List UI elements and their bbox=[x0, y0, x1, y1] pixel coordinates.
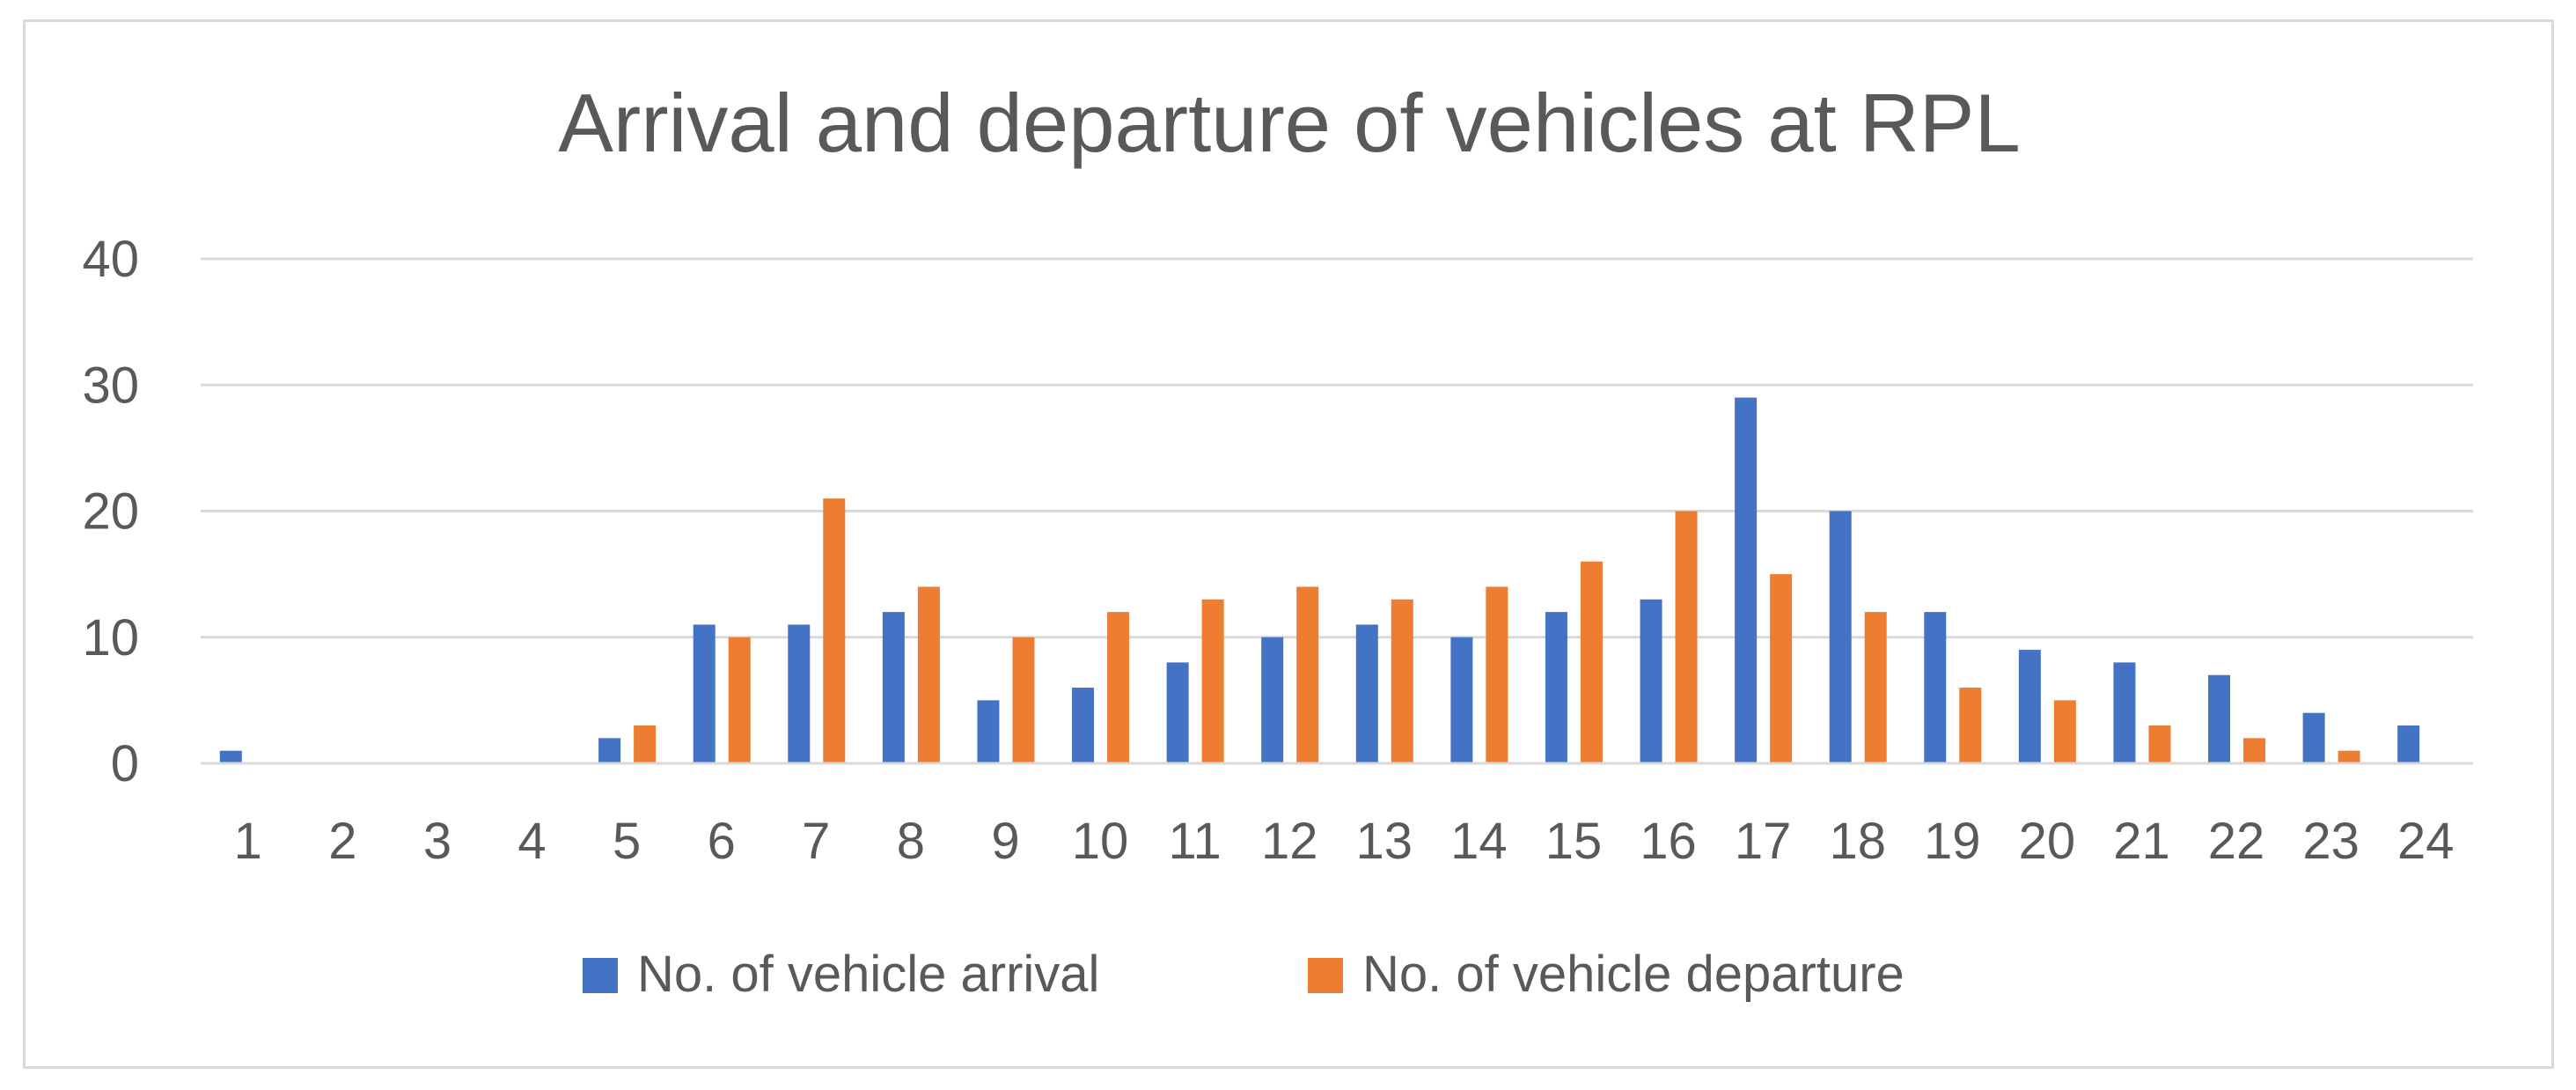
bar-arrival-13 bbox=[1355, 624, 1378, 763]
x-tick-label: 20 bbox=[2019, 813, 2076, 870]
bar-departure-20 bbox=[2053, 700, 2076, 763]
bar-arrival-5 bbox=[598, 738, 621, 763]
x-tick-label: 11 bbox=[1169, 813, 1222, 870]
x-tick-label: 6 bbox=[708, 813, 736, 870]
bar-arrival-9 bbox=[977, 700, 1000, 763]
x-tick-label: 16 bbox=[1640, 813, 1697, 870]
x-tick-label: 13 bbox=[1356, 813, 1413, 870]
x-tick-label: 4 bbox=[517, 813, 546, 870]
x-tick-label: 24 bbox=[2397, 813, 2455, 870]
x-tick-label: 14 bbox=[1450, 813, 1508, 870]
bar-departure-11 bbox=[1201, 599, 1224, 763]
bar-departure-8 bbox=[917, 586, 940, 763]
x-tick-label: 8 bbox=[897, 813, 925, 870]
bar-departure-14 bbox=[1486, 586, 1508, 763]
bar-arrival-19 bbox=[1924, 612, 1947, 763]
x-tick-label: 12 bbox=[1261, 813, 1318, 870]
bar-departure-9 bbox=[1012, 637, 1035, 763]
bar-arrival-15 bbox=[1545, 612, 1567, 763]
legend-label-departure: No. of vehicle departure bbox=[1362, 946, 1904, 1003]
x-axis-tick-labels: 1 2 3 4 5 6 7 8 9 10 11 12 13 14 15 16 17 18 19 20 21 22 23 24 bbox=[234, 813, 2455, 870]
bar-arrival-17 bbox=[1735, 397, 1758, 763]
x-tick-label: 21 bbox=[2113, 813, 2170, 870]
legend: No. of vehicle arrival No. of vehicle de… bbox=[583, 946, 1904, 1003]
y-tick-label: 10 bbox=[82, 609, 139, 667]
bar-departure-7 bbox=[823, 498, 846, 763]
x-tick-label: 9 bbox=[991, 813, 1019, 870]
bar-departure-19 bbox=[1959, 688, 1982, 763]
bars bbox=[219, 397, 2420, 763]
bar-arrival-24 bbox=[2397, 725, 2420, 763]
bar-arrival-20 bbox=[2018, 650, 2041, 763]
bar-departure-15 bbox=[1580, 561, 1603, 763]
y-tick-label: 30 bbox=[82, 357, 139, 414]
x-tick-label: 1 bbox=[234, 813, 262, 870]
chart-frame bbox=[23, 19, 2554, 1069]
x-tick-label: 5 bbox=[613, 813, 641, 870]
bar-arrival-11 bbox=[1166, 662, 1189, 763]
legend-label-arrival: No. of vehicle arrival bbox=[637, 946, 1099, 1003]
bar-arrival-10 bbox=[1072, 688, 1095, 763]
bar-arrival-8 bbox=[882, 612, 905, 763]
y-tick-label: 40 bbox=[82, 231, 139, 288]
bar-departure-13 bbox=[1391, 599, 1413, 763]
bar-arrival-1 bbox=[219, 750, 242, 763]
bar-departure-21 bbox=[2148, 725, 2171, 763]
chart-title: Arrival and departure of vehicles at RPL bbox=[558, 77, 2021, 169]
bar-departure-12 bbox=[1296, 586, 1319, 763]
x-tick-label: 18 bbox=[1829, 813, 1886, 870]
bar-arrival-23 bbox=[2302, 712, 2325, 763]
bar-departure-10 bbox=[1107, 612, 1130, 763]
x-tick-label: 10 bbox=[1072, 813, 1129, 870]
bar-arrival-6 bbox=[693, 624, 716, 763]
bar-arrival-18 bbox=[1829, 511, 1852, 763]
bar-departure-23 bbox=[2337, 750, 2360, 763]
bar-arrival-14 bbox=[1450, 637, 1473, 763]
bar-arrival-12 bbox=[1261, 637, 1284, 763]
y-axis-tick-labels: 0 10 20 30 40 bbox=[82, 231, 139, 792]
x-tick-label: 23 bbox=[2302, 813, 2359, 870]
legend-swatch-departure bbox=[1308, 958, 1343, 993]
bar-arrival-16 bbox=[1640, 599, 1662, 763]
x-tick-label: 17 bbox=[1735, 813, 1792, 870]
y-tick-label: 0 bbox=[111, 735, 139, 792]
gridlines bbox=[201, 257, 2473, 639]
legend-swatch-arrival bbox=[583, 958, 618, 993]
x-tick-label: 15 bbox=[1545, 813, 1603, 870]
y-tick-label: 20 bbox=[82, 483, 139, 541]
bar-arrival-21 bbox=[2113, 662, 2136, 763]
bar-arrival-22 bbox=[2208, 674, 2231, 763]
bar-arrival-7 bbox=[788, 624, 811, 763]
x-tick-label: 19 bbox=[1924, 813, 1981, 870]
bar-departure-17 bbox=[1770, 574, 1793, 763]
bar-departure-18 bbox=[1864, 612, 1887, 763]
bar-departure-22 bbox=[2243, 738, 2266, 763]
bar-departure-6 bbox=[728, 637, 751, 763]
bar-departure-16 bbox=[1675, 511, 1698, 763]
x-tick-label: 7 bbox=[802, 813, 830, 870]
x-tick-label: 3 bbox=[423, 813, 451, 870]
bar-departure-5 bbox=[634, 725, 657, 763]
x-tick-label: 2 bbox=[328, 813, 356, 870]
x-tick-label: 22 bbox=[2208, 813, 2265, 870]
